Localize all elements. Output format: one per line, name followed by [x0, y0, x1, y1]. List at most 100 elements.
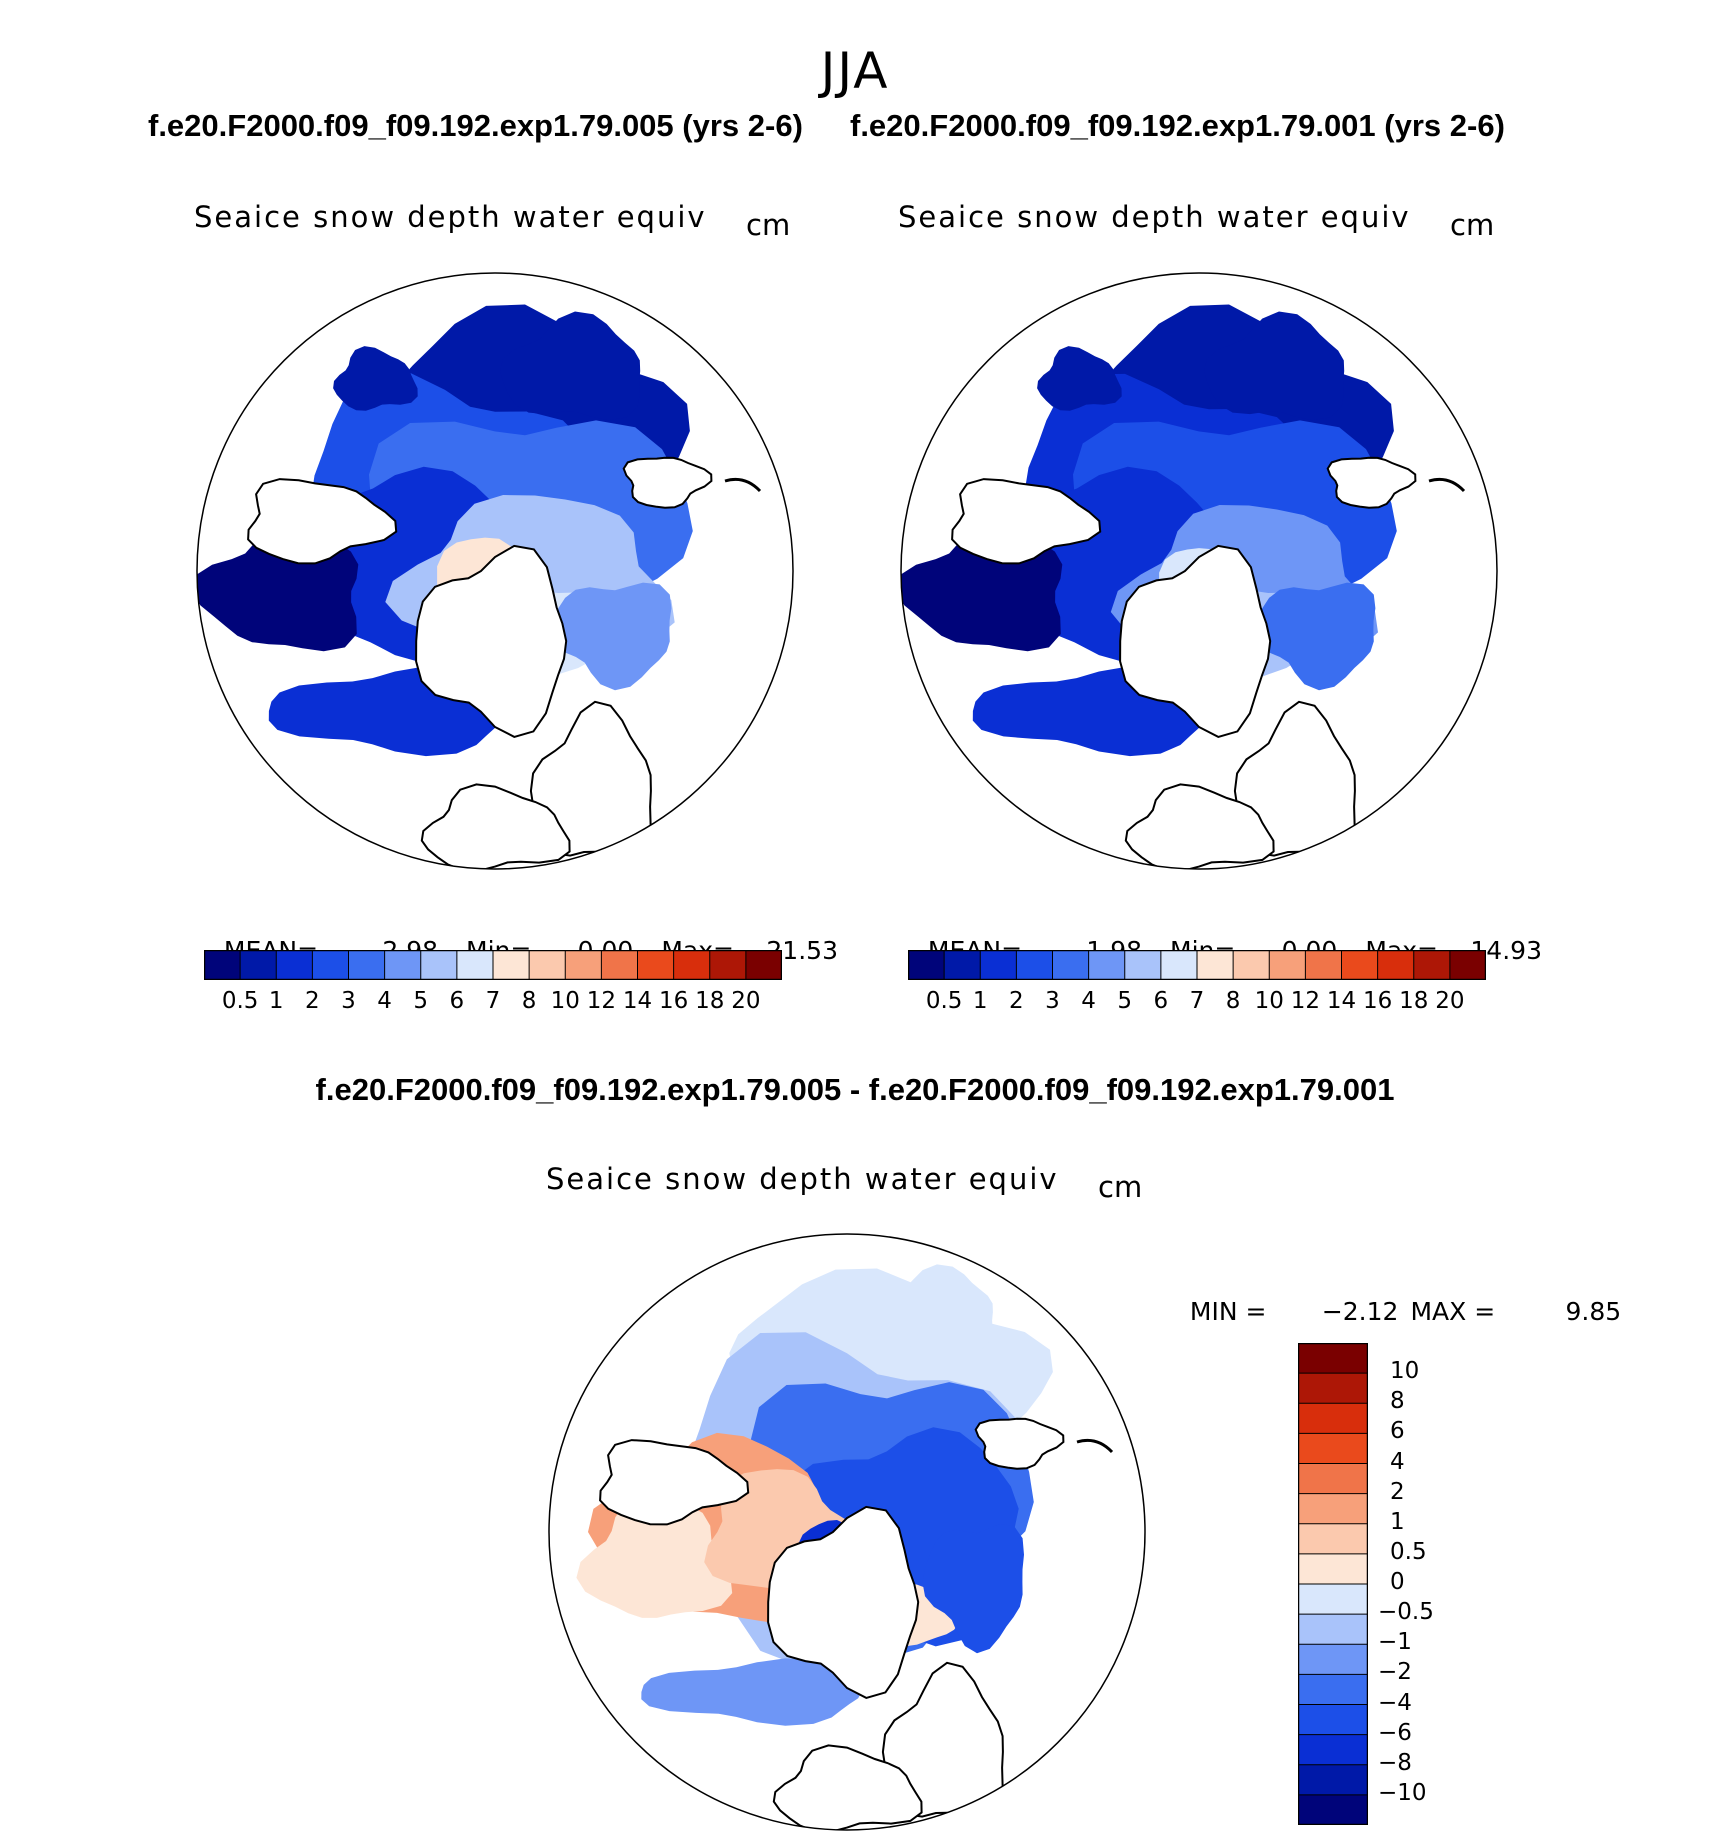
panel2-coastline — [1124, 783, 1275, 869]
panel1-colorbar-tick-label: 20 — [731, 988, 761, 1014]
panel1-colorbar-box — [456, 950, 494, 980]
panel1-colorbar-tick-label: 7 — [485, 988, 501, 1014]
panel1-polar-map — [196, 272, 794, 870]
panel3-colorbar-box — [1298, 1704, 1368, 1736]
panel1-colorbar-box — [564, 950, 603, 980]
panel3-coastline — [1076, 1438, 1114, 1454]
panel2-colorbar-tick-label: 7 — [1189, 988, 1205, 1014]
panel1-colorbar-box — [384, 950, 422, 980]
panel2-title: Seaice snow depth water equiv — [898, 200, 1411, 234]
panel2-units: cm — [1450, 208, 1495, 242]
panel1-title: Seaice snow depth water equiv — [194, 200, 707, 234]
panel2-colorbar — [908, 950, 1486, 980]
panel3-colorbar-tick-label: −8 — [1378, 1749, 1412, 1776]
panel1-colorbar-box — [637, 950, 675, 980]
panel2-field-region — [1253, 582, 1376, 691]
panel2-colorbar-tick-label: 5 — [1117, 988, 1133, 1014]
panel3-colorbar-box — [1298, 1553, 1368, 1585]
panel2-colorbar-box — [1268, 950, 1307, 980]
panel1-coastline — [415, 544, 568, 738]
panel2-colorbar-tick-label: 8 — [1225, 988, 1241, 1014]
panel2-colorbar-tick-label: 6 — [1153, 988, 1169, 1014]
panel3-min-value: −2.12 — [1321, 1297, 1399, 1326]
panel2-colorbar-ticks: 0.5 1 2 3 4 5 6 7 8 10 12 14 16 18 20 — [908, 988, 1486, 1018]
left-case-title: f.e20.F2000.f09_f09.192.exp1.79.005 (yrs… — [148, 108, 803, 143]
panel3-max-label: MAX = — [1410, 1297, 1496, 1326]
panel1-coastline — [724, 477, 762, 493]
panel3-colorbar — [1298, 1343, 1368, 1825]
panel3-stats: MIN = −2.12 MAX = 9.85 — [1174, 1268, 1621, 1326]
panel3-map-boundary — [548, 1233, 1146, 1831]
panel3-colorbar-tick-label: −6 — [1378, 1719, 1412, 1746]
panel1-colorbar-box — [420, 950, 458, 980]
panel3-colorbar-box — [1298, 1643, 1368, 1676]
panel3-coastline — [772, 1744, 923, 1830]
panel2-coastline — [1119, 544, 1272, 738]
panel3-colorbar-box — [1298, 1493, 1368, 1525]
panel2-field-region — [1204, 311, 1345, 421]
panel1-colorbar-box — [275, 950, 314, 980]
panel3-polar-map — [548, 1233, 1146, 1831]
panel2-colorbar-tick-label: 1 — [972, 988, 988, 1014]
panel2-colorbar-box — [1088, 950, 1126, 980]
panel1-colorbar-box — [492, 950, 531, 980]
panel1-colorbar-box — [709, 950, 747, 980]
panel3-colorbar-ticks: 10 8 6 4 2 1 0.5 0 −0.5 −1 −2 −4 −6 −8 −10 — [1378, 1343, 1458, 1825]
panel2-map-boundary — [900, 272, 1498, 870]
panel3-field-region — [872, 1264, 993, 1352]
panel3-colorbar-tick-label: 4 — [1390, 1448, 1405, 1475]
panel1-field-region — [333, 346, 418, 411]
panel1-colorbar-tick-label: 5 — [413, 988, 429, 1014]
panel1-coastline — [420, 783, 571, 869]
panel1-colorbar-tick-label: 8 — [521, 988, 537, 1014]
panel2-colorbar-tick-label: 14 — [1326, 988, 1357, 1014]
panel2-polar-map — [900, 272, 1498, 870]
panel2-colorbar-tick-label: 20 — [1435, 988, 1465, 1014]
panel2-coastline — [1326, 456, 1417, 509]
panel1-colorbar-tick-label: 14 — [622, 988, 653, 1014]
panel1-field-region — [549, 582, 672, 691]
panel2-colorbar-box — [1232, 950, 1271, 980]
panel2-coastline — [1428, 477, 1466, 493]
panel3-colorbar-box — [1298, 1343, 1368, 1375]
panel3-colorbar-tick-label: −0.5 — [1378, 1599, 1434, 1626]
panel2-colorbar-tick-label: 0.5 — [925, 988, 963, 1014]
panel2-colorbar-frame — [908, 950, 1486, 980]
panel2-colorbar-box — [1015, 950, 1054, 980]
panel3-colorbar-frame — [1298, 1343, 1368, 1825]
panel1-colorbar-box — [745, 950, 782, 980]
panel1-colorbar-box — [204, 950, 242, 980]
panel2-colorbar-box — [1341, 950, 1379, 980]
panel3-colorbar-box — [1298, 1372, 1368, 1405]
panel3-colorbar-tick-label: 0 — [1390, 1569, 1405, 1595]
panel1-field-region — [500, 311, 641, 421]
panel3-colorbar-tick-label: 10 — [1390, 1358, 1420, 1385]
panel3-colorbar-tick-label: −4 — [1378, 1689, 1412, 1716]
panel2-colorbar-tick-label: 3 — [1045, 988, 1060, 1014]
panel3-coastline — [974, 1417, 1065, 1470]
panel1-map-boundary — [196, 272, 794, 870]
panel1-colorbar-box — [600, 950, 639, 980]
panel1-colorbar-tick-label: 4 — [377, 988, 392, 1014]
panel2-colorbar-tick-label: 10 — [1254, 988, 1284, 1014]
panel3-max-value: 9.85 — [1565, 1297, 1622, 1326]
diff-title: f.e20.F2000.f09_f09.192.exp1.79.005 - f.… — [315, 1072, 1395, 1107]
panel3-colorbar-tick-label: 8 — [1390, 1388, 1405, 1415]
panel2-colorbar-tick-label: 18 — [1399, 988, 1429, 1014]
panel3-field-region — [922, 1523, 1024, 1654]
panel2-colorbar-box — [1413, 950, 1451, 980]
panel1-colorbar-tick-label: 10 — [550, 988, 580, 1014]
panel1-colorbar-tick-label: 2 — [305, 988, 320, 1014]
panel1-colorbar-tick-label: 16 — [658, 988, 689, 1014]
panel3-colorbar-box — [1298, 1613, 1368, 1646]
panel1-colorbar-tick-label: 6 — [449, 988, 465, 1014]
panel1-coastline — [247, 478, 398, 565]
panel3-colorbar-box — [1298, 1402, 1368, 1435]
panel1-colorbar-box — [239, 950, 278, 980]
panel1-colorbar-box — [528, 950, 567, 980]
panel3-coastline — [767, 1505, 920, 1699]
panel1-units: cm — [746, 208, 791, 242]
panel1-colorbar-frame — [204, 950, 782, 980]
panel3-colorbar-tick-label: 2 — [1390, 1478, 1405, 1505]
panel2-colorbar-tick-label: 4 — [1081, 988, 1096, 1014]
